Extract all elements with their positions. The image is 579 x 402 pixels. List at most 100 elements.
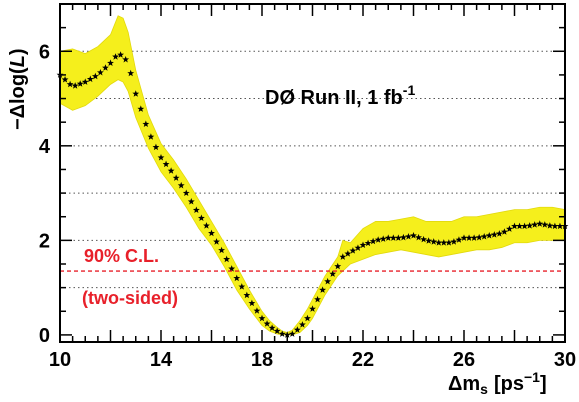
- star-marker: [546, 222, 554, 229]
- star-marker: [556, 222, 564, 230]
- star-marker: [263, 320, 271, 327]
- star-marker: [531, 221, 539, 228]
- data-markers: [56, 51, 569, 338]
- star-marker: [96, 68, 104, 76]
- star-marker: [177, 181, 185, 189]
- star-marker: [228, 265, 236, 272]
- star-marker: [132, 90, 140, 97]
- star-marker: [76, 80, 84, 87]
- y-axis-variable: L: [7, 55, 29, 67]
- star-marker: [349, 247, 357, 254]
- star-marker: [238, 283, 246, 290]
- star-marker: [374, 236, 382, 243]
- star-marker: [293, 326, 301, 333]
- star-marker: [66, 80, 74, 88]
- y-tick-label: 6: [39, 41, 50, 63]
- star-marker: [147, 133, 155, 140]
- star-marker: [389, 234, 397, 241]
- star-marker: [500, 228, 508, 235]
- star-marker: [304, 314, 311, 322]
- gridlines: [60, 50, 565, 289]
- star-marker: [91, 72, 99, 80]
- star-marker: [506, 225, 513, 232]
- star-marker: [102, 64, 109, 71]
- x-tick-label: 26: [453, 349, 475, 371]
- star-marker: [268, 324, 276, 331]
- star-marker: [253, 307, 261, 314]
- star-marker: [162, 160, 170, 168]
- star-marker: [485, 232, 493, 239]
- star-marker: [258, 314, 266, 322]
- y-axis-title: −Δlog(L): [7, 48, 29, 130]
- star-marker: [541, 221, 549, 228]
- star-marker: [516, 222, 523, 230]
- star-marker: [309, 305, 316, 312]
- star-marker: [465, 234, 473, 241]
- star-marker: [364, 239, 372, 247]
- star-marker: [430, 238, 438, 245]
- cl-label-top: 90% C.L.: [84, 246, 159, 266]
- star-marker: [182, 189, 190, 196]
- star-marker: [495, 230, 503, 237]
- star-marker: [152, 143, 160, 151]
- y-axis-prefix: −Δlog(: [7, 67, 29, 130]
- star-marker: [324, 277, 332, 285]
- star-marker: [475, 233, 483, 241]
- star-marker: [470, 234, 478, 241]
- x-axis-subscript: s: [480, 381, 488, 397]
- star-marker: [172, 174, 180, 181]
- star-marker: [197, 214, 205, 222]
- star-marker: [551, 222, 559, 230]
- star-marker: [273, 327, 281, 335]
- star-marker: [208, 229, 215, 237]
- star-marker: [526, 222, 534, 229]
- star-marker: [187, 198, 195, 205]
- star-marker: [157, 154, 165, 161]
- star-marker: [379, 235, 387, 242]
- star-marker: [137, 105, 145, 112]
- star-marker: [440, 239, 448, 246]
- y-tick-label: 4: [39, 136, 51, 158]
- y-tick-label: 2: [39, 230, 50, 252]
- star-marker: [298, 321, 306, 328]
- star-marker: [288, 330, 296, 337]
- star-marker: [460, 234, 468, 241]
- star-marker: [248, 299, 256, 307]
- x-axis-close: ]: [540, 373, 547, 395]
- star-marker: [167, 167, 175, 174]
- star-marker: [127, 69, 135, 77]
- star-marker: [359, 241, 367, 248]
- star-marker: [278, 330, 286, 337]
- x-axis-unit-superscript: −1: [524, 369, 540, 385]
- star-marker: [490, 231, 498, 238]
- star-marker: [455, 236, 463, 243]
- star-marker: [399, 233, 407, 241]
- star-marker: [536, 220, 544, 227]
- star-marker: [117, 51, 125, 58]
- star-marker: [142, 120, 150, 127]
- star-marker: [112, 53, 119, 60]
- star-marker: [521, 222, 529, 230]
- star-marker: [329, 270, 337, 277]
- star-marker: [384, 234, 392, 241]
- star-marker: [511, 222, 518, 230]
- star-marker: [425, 237, 433, 244]
- star-marker: [81, 78, 89, 85]
- x-tick-label: 10: [49, 349, 71, 371]
- star-marker: [61, 76, 69, 83]
- x-axis-symbol: Δm: [448, 373, 480, 395]
- chart-title-superscript: -1: [403, 82, 416, 98]
- chart-title: DØ Run II, 1 fb-1: [265, 82, 415, 109]
- x-tick-label: 18: [251, 349, 273, 371]
- star-marker: [339, 253, 347, 260]
- star-marker: [420, 235, 428, 243]
- star-marker: [480, 232, 488, 240]
- star-marker: [445, 239, 453, 246]
- star-marker: [107, 59, 114, 66]
- star-marker: [319, 286, 327, 293]
- star-marker: [213, 238, 220, 245]
- star-marker: [283, 331, 291, 338]
- star-marker: [314, 295, 321, 303]
- star-marker: [233, 274, 241, 282]
